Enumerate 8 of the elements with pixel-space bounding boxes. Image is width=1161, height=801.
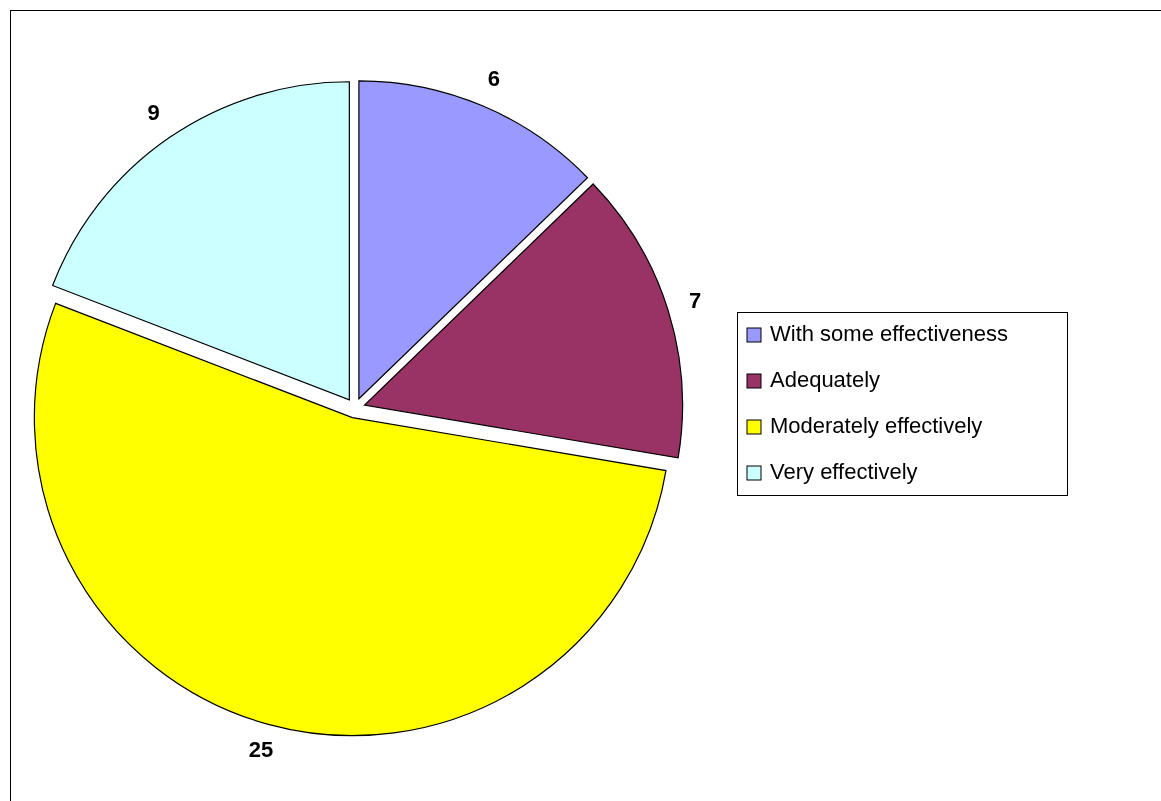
legend-label: Moderately effectively bbox=[770, 412, 983, 438]
data-label: 6 bbox=[487, 66, 501, 92]
legend-label: Very effectively bbox=[770, 458, 918, 484]
data-label: 25 bbox=[248, 737, 274, 763]
data-label: 9 bbox=[147, 100, 160, 126]
legend-label: With some effectiveness bbox=[770, 320, 1009, 346]
legend-label: Adequately bbox=[770, 366, 881, 392]
data-label: 7 bbox=[688, 288, 702, 314]
